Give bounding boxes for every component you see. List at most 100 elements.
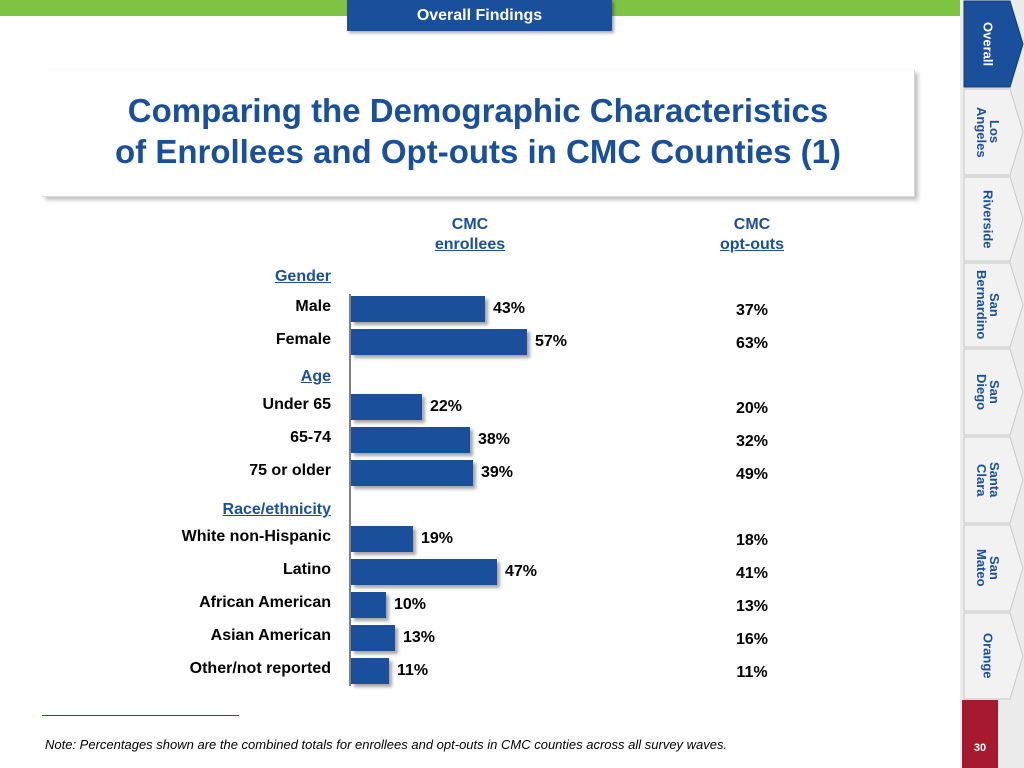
- footnote: Note: Percentages shown are the combined…: [45, 737, 728, 752]
- nav-tab-label: San Diego: [974, 373, 1002, 411]
- bar-white-non-hispanic: [351, 526, 413, 552]
- bar-value-65-74: 38%: [478, 431, 511, 448]
- row-label-65-74: 65-74: [290, 429, 331, 446]
- nav-tab-santa-clara[interactable]: Santa Clara: [960, 436, 1024, 524]
- nav-tab-shape: [963, 262, 1024, 348]
- section-label-age: Age: [300, 368, 331, 385]
- page-title: Comparing the Demographic Characteristic…: [42, 90, 914, 172]
- bar-value-75-or-older: 39%: [481, 464, 514, 481]
- nav-tab-arrow-shape: [963, 262, 1024, 348]
- nav-tab-label: Los Angeles: [974, 106, 1002, 158]
- nav-tab-overall[interactable]: Overall: [960, 0, 1024, 88]
- row-label-male: Male: [295, 298, 331, 315]
- bar-latino: [351, 559, 497, 585]
- nav-tab-arrow-shape: [963, 348, 1024, 436]
- nav-tab-label-wrap: Orange: [960, 612, 1016, 700]
- title-box: Comparing the Demographic Characteristic…: [42, 70, 915, 197]
- page-number-box: [962, 700, 998, 768]
- nav-tab-label-wrap: Santa Clara: [960, 436, 1016, 524]
- nav-tab-arrow-shape: [963, 524, 1024, 612]
- page-title-line2: of Enrollees and Opt-outs in CMC Countie…: [115, 133, 841, 170]
- nav-tab-label-wrap: Los Angeles: [960, 88, 1016, 176]
- section-label-race-ethnicity: Race/ethnicity: [222, 501, 331, 518]
- enrollees-column-header: CMC enrollees: [400, 215, 540, 255]
- optout-value-male: 37%: [735, 302, 769, 319]
- optout-value-under-65: 20%: [735, 400, 769, 417]
- optout-value-75-or-older: 49%: [735, 466, 769, 483]
- nav-tab-arrow-shape: [963, 176, 1024, 262]
- bar-value-african-american: 10%: [394, 596, 427, 613]
- nav-tab-shape: [963, 348, 1024, 436]
- nav-tab-label: San Bernardino: [974, 270, 1002, 340]
- bar-african-american: [351, 592, 386, 618]
- nav-tab-label-wrap: San Bernardino: [960, 262, 1016, 348]
- row-label-african-american: African American: [199, 594, 331, 611]
- bar-other-not-reported: [351, 658, 389, 684]
- nav-tab-orange[interactable]: Orange: [960, 612, 1024, 700]
- row-label-asian-american: Asian American: [210, 627, 331, 644]
- nav-tab-san-bernardino[interactable]: San Bernardino: [960, 262, 1024, 348]
- optout-value-female: 63%: [735, 335, 769, 352]
- nav-tab-arrow-shape: [963, 88, 1024, 176]
- row-label-other-not-reported: Other/not reported: [189, 660, 331, 677]
- bar-65-74: [351, 427, 470, 453]
- nav-tab-label: Overall: [980, 21, 996, 67]
- bar-value-white-non-hispanic: 19%: [421, 530, 454, 547]
- nav-tab-label-wrap: San Diego: [960, 348, 1016, 436]
- nav-tab-shape: [963, 176, 1024, 262]
- optout-value-latino: 41%: [735, 565, 769, 582]
- nav-tab-label-wrap: San Mateo: [960, 524, 1016, 612]
- nav-tab-label: Orange: [980, 633, 996, 679]
- row-label-under-65: Under 65: [262, 396, 331, 413]
- nav-tab-arrow-shape: [963, 612, 1024, 700]
- chart-axis-line: [349, 294, 351, 686]
- page-number: 30: [973, 742, 987, 754]
- optouts-header-line1: CMC: [733, 216, 771, 233]
- nav-tab-shape: [963, 436, 1024, 524]
- bar-value-asian-american: 13%: [403, 629, 436, 646]
- nav-tab-label: Riverside: [980, 189, 996, 249]
- bar-male: [351, 296, 485, 322]
- nav-tab-riverside[interactable]: Riverside: [960, 176, 1024, 262]
- row-label-75-or-older: 75 or older: [249, 462, 331, 479]
- nav-tab-san-diego[interactable]: San Diego: [960, 348, 1024, 436]
- bar-75-or-older: [351, 460, 473, 486]
- optout-value-african-american: 13%: [735, 598, 769, 615]
- nav-tab-arrow-shape: [963, 436, 1024, 524]
- bar-female: [351, 329, 527, 355]
- bar-value-male: 43%: [493, 300, 526, 317]
- county-nav: Overall Los Angeles Riverside San Bernardin…: [960, 0, 1024, 768]
- optouts-column-header: CMC opt-outs: [682, 215, 822, 255]
- nav-tab-label-wrap: Riverside: [960, 176, 1016, 262]
- section-label-gender: Gender: [274, 268, 331, 285]
- nav-tab-label: San Mateo: [974, 549, 1002, 587]
- bar-under-65: [351, 394, 422, 420]
- bar-value-other-not-reported: 11%: [397, 662, 429, 679]
- optouts-header-line2: opt-outs: [720, 236, 784, 253]
- nav-tab-shape: [963, 612, 1024, 700]
- nav-tab-label: Santa Clara: [974, 462, 1002, 498]
- section-tab[interactable]: Overall Findings: [347, 0, 612, 31]
- bar-value-latino: 47%: [505, 563, 538, 580]
- optout-value-other-not-reported: 11%: [736, 664, 768, 681]
- nav-tab-shape: [963, 0, 1024, 88]
- nav-tab-arrow-shape: [963, 0, 1024, 88]
- nav-tab-shape: [963, 524, 1024, 612]
- row-label-latino: Latino: [283, 561, 331, 578]
- nav-tab-label-wrap: Overall: [960, 0, 1016, 88]
- row-label-female: Female: [275, 331, 331, 348]
- bar-value-female: 57%: [535, 333, 568, 350]
- bar-asian-american: [351, 625, 395, 651]
- bar-value-under-65: 22%: [430, 398, 463, 415]
- enrollees-header-line1: CMC: [451, 216, 489, 233]
- enrollees-header-line2: enrollees: [434, 236, 506, 253]
- optout-value-65-74: 32%: [735, 433, 769, 450]
- footnote-divider: [42, 715, 239, 716]
- optout-value-white-non-hispanic: 18%: [735, 532, 769, 549]
- nav-tab-san-mateo[interactable]: San Mateo: [960, 524, 1024, 612]
- row-label-white-non-hispanic: White non-Hispanic: [181, 528, 331, 545]
- nav-tab-los-angeles[interactable]: Los Angeles: [960, 88, 1024, 176]
- page-title-line1: Comparing the Demographic Characteristic…: [127, 92, 829, 129]
- optout-value-asian-american: 16%: [735, 631, 769, 648]
- nav-tab-shape: [963, 88, 1024, 176]
